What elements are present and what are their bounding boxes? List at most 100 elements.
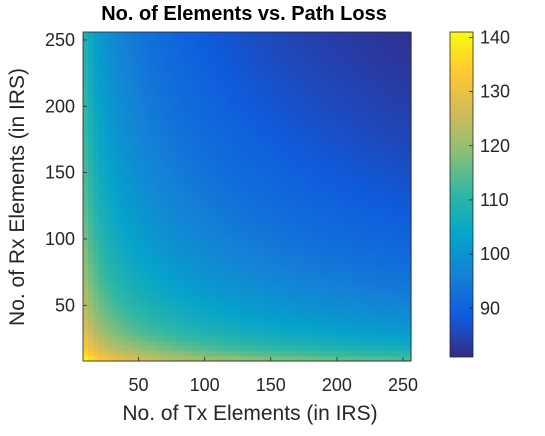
- heatmap-cell: [139, 160, 146, 167]
- heatmap-cell: [247, 155, 253, 162]
- heatmap-cell: [282, 119, 289, 126]
- heatmap-cell: [108, 278, 115, 285]
- heatmap-cell: [200, 196, 207, 203]
- heatmap-cell: [282, 52, 289, 59]
- heatmap-cell: [354, 350, 361, 357]
- heatmap-cell: [390, 289, 397, 295]
- heatmap-cell: [400, 217, 407, 223]
- heatmap-cell: [98, 309, 105, 316]
- heatmap-cell: [236, 247, 243, 254]
- heatmap-cell: [272, 201, 279, 208]
- heatmap-cell: [267, 227, 274, 234]
- heatmap-cell: [272, 325, 279, 331]
- heatmap-cell: [344, 103, 351, 110]
- heatmap-cell: [108, 196, 115, 203]
- heatmap-cell: [113, 355, 120, 362]
- heatmap-cell: [195, 330, 202, 336]
- heatmap-cell: [344, 273, 351, 280]
- heatmap-cell: [329, 217, 335, 223]
- heatmap-cell: [170, 103, 176, 110]
- heatmap-cell: [375, 78, 381, 85]
- heatmap-cell: [380, 103, 386, 110]
- heatmap-cell: [190, 232, 197, 239]
- heatmap-cell: [395, 227, 402, 234]
- heatmap-cell: [93, 330, 99, 336]
- heatmap-cell: [359, 211, 366, 218]
- heatmap-cell: [154, 258, 161, 264]
- heatmap-cell: [134, 345, 140, 352]
- heatmap-cell: [318, 227, 325, 234]
- heatmap-cell: [370, 314, 376, 321]
- heatmap-cell: [88, 145, 94, 151]
- heatmap-cell: [236, 340, 243, 347]
- heatmap-cell: [129, 181, 135, 187]
- heatmap-cell: [334, 211, 340, 218]
- heatmap-cell: [231, 217, 238, 223]
- heatmap-cell: [108, 247, 115, 254]
- heatmap-cell: [93, 206, 99, 213]
- heatmap-cell: [247, 345, 253, 352]
- heatmap-cell: [267, 93, 274, 100]
- heatmap-cell: [231, 42, 238, 49]
- heatmap-cell: [236, 134, 243, 141]
- y-tick-label: 100: [45, 229, 75, 249]
- heatmap-cell: [359, 253, 366, 259]
- heatmap-cell: [83, 191, 89, 198]
- heatmap-cell: [257, 93, 263, 100]
- heatmap-cell: [364, 129, 371, 136]
- heatmap-cell: [159, 304, 166, 311]
- heatmap-cell: [405, 350, 412, 357]
- heatmap-cell: [216, 109, 222, 115]
- heatmap-cell: [206, 314, 212, 321]
- heatmap-cell: [180, 196, 187, 203]
- heatmap-cell: [98, 283, 105, 290]
- heatmap-cell: [118, 222, 125, 228]
- heatmap-cell: [277, 47, 284, 54]
- heatmap-cell: [288, 186, 294, 192]
- heatmap-cell: [180, 227, 187, 234]
- heatmap-cell: [370, 119, 376, 126]
- heatmap-cell: [93, 222, 99, 228]
- heatmap-cell: [221, 258, 228, 264]
- heatmap-cell: [354, 278, 361, 285]
- heatmap-cell: [354, 103, 361, 110]
- heatmap-cell: [247, 37, 253, 43]
- heatmap-cell: [298, 62, 304, 69]
- heatmap-cell: [129, 319, 135, 326]
- heatmap-cell: [272, 155, 279, 162]
- heatmap-cell: [354, 201, 361, 208]
- heatmap-cell: [149, 73, 156, 79]
- heatmap-cell: [370, 145, 376, 151]
- heatmap-cell: [380, 211, 386, 218]
- heatmap-cell: [124, 37, 130, 43]
- heatmap-cell: [313, 201, 320, 208]
- heatmap-cell: [118, 350, 125, 357]
- heatmap-cell: [231, 175, 238, 182]
- heatmap-cell: [272, 145, 279, 151]
- heatmap-cell: [349, 232, 356, 239]
- heatmap-cell: [385, 314, 392, 321]
- heatmap-cell: [216, 263, 222, 270]
- heatmap-cell: [241, 289, 248, 295]
- heatmap-cell: [298, 247, 304, 254]
- heatmap-cell: [83, 155, 89, 162]
- heatmap-cell: [370, 155, 376, 162]
- heatmap-cell: [390, 253, 397, 259]
- heatmap-cell: [359, 355, 366, 362]
- heatmap-cell: [375, 181, 381, 187]
- heatmap-cell: [267, 340, 274, 347]
- heatmap-cell: [405, 160, 412, 167]
- heatmap-cell: [226, 232, 233, 239]
- heatmap-cell: [405, 263, 412, 270]
- heatmap-cell: [118, 175, 125, 182]
- heatmap-cell: [180, 319, 187, 326]
- heatmap-cell: [124, 314, 130, 321]
- heatmap-cell: [154, 175, 161, 182]
- heatmap-cell: [323, 181, 330, 187]
- heatmap-cell: [113, 340, 120, 347]
- heatmap-cell: [103, 57, 110, 64]
- heatmap-cell: [221, 98, 228, 105]
- heatmap-cell: [139, 129, 146, 136]
- heatmap-cell: [303, 67, 310, 74]
- heatmap-cell: [344, 175, 351, 182]
